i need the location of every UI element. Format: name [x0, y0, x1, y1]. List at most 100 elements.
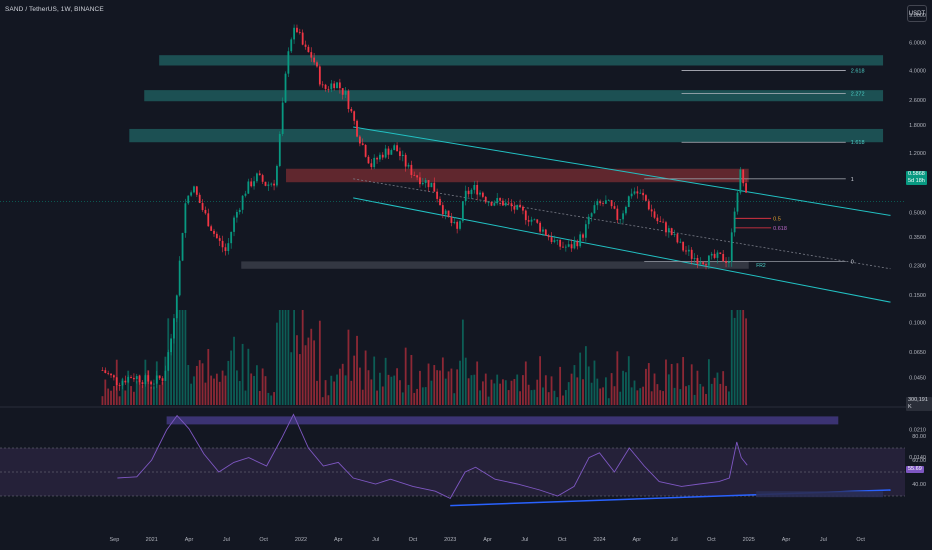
candle	[527, 215, 530, 227]
candle	[707, 255, 710, 270]
volume-bar	[727, 391, 730, 405]
candle	[155, 370, 158, 388]
volume-bar	[235, 370, 238, 405]
volume-bar	[344, 375, 347, 405]
volume-bar	[421, 387, 424, 405]
candle	[367, 155, 370, 164]
volume-bar	[124, 390, 127, 405]
candle	[436, 188, 439, 203]
volume-bar	[347, 329, 350, 405]
candle	[650, 204, 653, 217]
candle	[459, 219, 461, 231]
candle	[104, 367, 107, 374]
volume-bar	[118, 396, 121, 405]
time-axis-tick: Oct	[259, 537, 268, 543]
candle	[433, 177, 436, 192]
candle	[739, 166, 742, 195]
time-axis-tick: Sep	[109, 537, 119, 543]
candle	[564, 244, 567, 252]
volume-bar	[547, 392, 550, 405]
candle	[576, 239, 579, 250]
volume-bar	[104, 379, 107, 405]
candle	[404, 152, 407, 172]
price-axis-tick: 0.0450	[909, 375, 926, 381]
volume-bar	[639, 388, 642, 405]
candle	[307, 44, 310, 53]
volume-bar	[401, 392, 404, 405]
price-axis-tick: 0.1000	[909, 321, 926, 327]
candle	[390, 148, 393, 155]
volume-bar	[481, 381, 484, 405]
volume-bar	[281, 310, 284, 405]
volume-bar	[376, 390, 378, 405]
volume-bar	[730, 310, 733, 405]
candle	[244, 190, 247, 198]
volume-bar	[659, 390, 662, 405]
candle	[542, 226, 544, 236]
volume-bar	[204, 382, 207, 405]
volume-bar	[650, 391, 653, 405]
volume-bar	[625, 372, 627, 405]
volume-bar	[479, 390, 481, 405]
candle	[427, 180, 430, 192]
price-axis-tick: 0.3500	[909, 235, 926, 241]
volume-bar	[407, 384, 410, 405]
channel-upper-line	[353, 126, 891, 216]
candle	[441, 202, 444, 219]
volume-bar	[161, 381, 164, 405]
candle	[167, 349, 170, 372]
candle	[670, 227, 673, 236]
candle	[716, 250, 719, 264]
candle	[350, 107, 353, 113]
time-axis-tick: 2022	[295, 537, 307, 543]
volume-bar	[642, 386, 644, 405]
candle	[484, 195, 487, 204]
candle	[324, 83, 327, 92]
time-axis-tick: 2023	[444, 537, 456, 543]
candle	[456, 220, 459, 234]
volume-bar	[233, 336, 235, 405]
volume-bar	[327, 395, 330, 405]
time-axis-tick: Apr	[334, 537, 343, 543]
volume-bar	[290, 352, 293, 405]
candle	[467, 187, 470, 198]
volume-bar	[499, 383, 501, 405]
candle	[713, 249, 716, 260]
volume-bar	[567, 382, 570, 405]
volume-bar	[175, 310, 178, 405]
volume-bar	[570, 373, 573, 405]
volume-bar	[178, 310, 181, 405]
volume-bar	[519, 391, 521, 405]
volume-bar	[573, 365, 576, 405]
candle	[625, 205, 627, 216]
candle	[453, 217, 456, 225]
time-axis-tick: Oct	[558, 537, 567, 543]
candle	[241, 194, 244, 214]
candle	[596, 198, 599, 210]
candle	[710, 251, 713, 260]
currency-button[interactable]: USDT	[907, 5, 927, 22]
candle	[224, 243, 227, 256]
candle	[170, 333, 172, 356]
candle	[221, 235, 224, 253]
candle	[553, 235, 556, 244]
candle	[173, 313, 175, 344]
volume-bar	[310, 328, 313, 405]
volume-bar	[556, 397, 559, 405]
candle	[304, 40, 307, 50]
volume-bar	[201, 363, 204, 405]
candle	[636, 186, 639, 199]
candle	[504, 199, 507, 207]
volume-bar	[358, 367, 361, 405]
fib-label: 1	[851, 177, 854, 183]
volume-bar	[253, 375, 255, 405]
candle	[161, 376, 164, 385]
candle	[379, 152, 381, 162]
volume-bar	[736, 310, 739, 405]
volume-bar	[338, 368, 341, 405]
candle	[318, 64, 321, 87]
volume-bar	[304, 345, 307, 405]
volume-bar	[439, 370, 441, 405]
candle	[110, 373, 112, 379]
